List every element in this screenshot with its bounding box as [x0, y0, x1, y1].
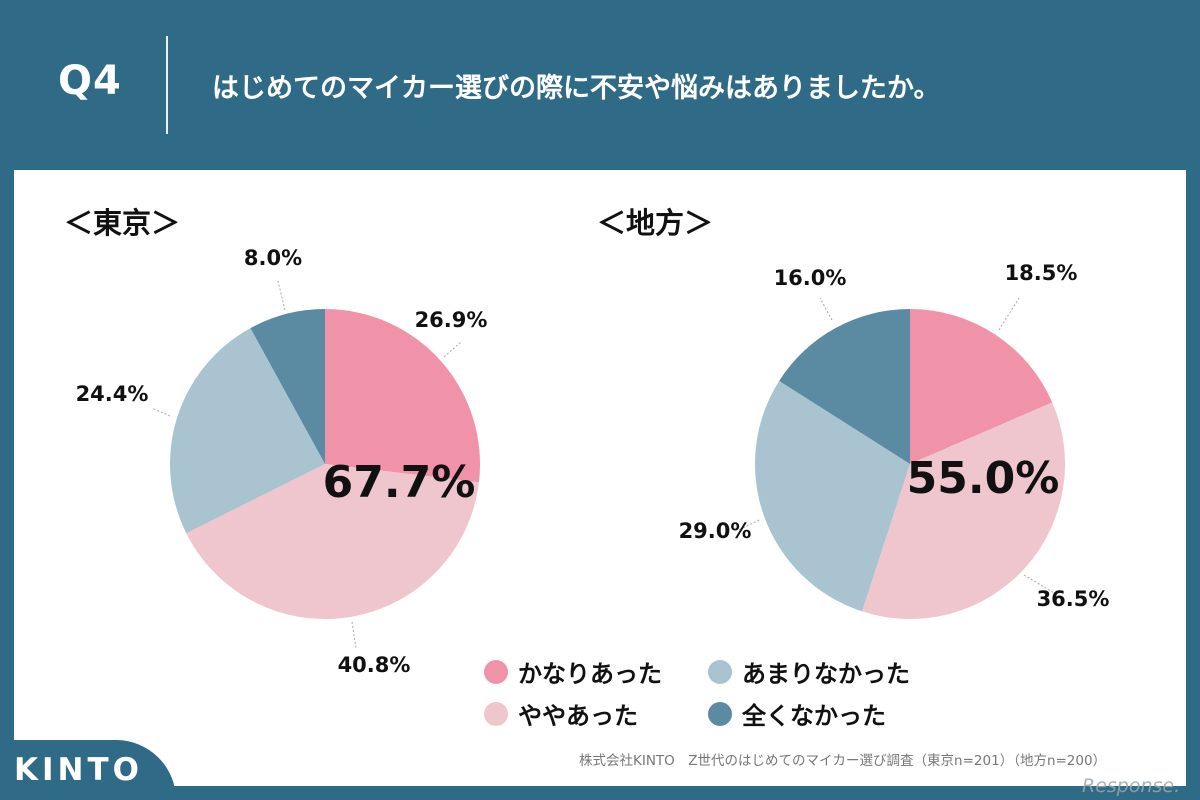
leader-line-chiho-mattaku	[819, 297, 833, 321]
data-label-tokyo-kanari: 26.9%	[415, 308, 488, 332]
legend-item-amari: あまりなかった	[708, 654, 910, 689]
pie-slice-chiho-kanari	[910, 309, 1053, 464]
header-divider	[166, 36, 168, 134]
data-label-chiho-yaya: 36.5%	[1037, 587, 1110, 611]
center-total-tokyo: 67.7%	[323, 457, 476, 508]
data-label-tokyo-mattaku: 8.0%	[244, 246, 302, 270]
source-note: 株式会社KINTO Z世代のはじめてのマイカー選び調査（東京n=201）（地方n…	[579, 753, 1107, 769]
question-text: はじめてのマイカー選びの際に不安や悩みはありましたか。	[212, 73, 941, 104]
leader-line-tokyo-kanari	[443, 341, 462, 358]
chart-title-chiho: ＜地方＞	[597, 206, 714, 240]
pie-slice-tokyo-amari	[169, 328, 325, 534]
legend-swatch-mattaku	[708, 701, 732, 726]
legend-item-mattaku: 全くなかった	[708, 696, 886, 731]
leader-line-chiho-yaya	[1023, 574, 1055, 594]
leader-line-tokyo-mattaku	[277, 280, 286, 311]
kinto-logo: KINTO	[14, 752, 143, 788]
legend: かなりあった あまりなかった ややあった 全くなかった	[484, 654, 964, 744]
pie-slice-tokyo-yaya	[186, 464, 479, 620]
legend-item-kanari: かなりあった	[484, 654, 662, 689]
leader-line-tokyo-yaya	[351, 621, 357, 649]
pie-slice-tokyo-mattaku	[250, 309, 325, 464]
pie-slice-chiho-amari	[755, 380, 910, 612]
chart-title-tokyo: ＜東京＞	[64, 206, 181, 240]
pie-slice-tokyo-kanari	[325, 309, 481, 483]
legend-swatch-kanari	[484, 659, 508, 684]
logo-tab	[0, 740, 176, 800]
data-label-chiho-mattaku: 16.0%	[774, 266, 847, 290]
data-label-chiho-kanari: 18.5%	[1005, 261, 1078, 285]
pie-charts: 26.9% 40.8% 24.4% 8.0% 67.7% 18.5% 36.5% 29.0% 1…	[76, 246, 1110, 677]
legend-swatch-yaya	[484, 701, 508, 726]
legend-label-kanari: かなりあった	[518, 660, 662, 688]
pie-slice-chiho-yaya	[862, 402, 1065, 619]
leader-line-tokyo-amari	[151, 407, 171, 417]
data-label-tokyo-yaya: 40.8%	[338, 653, 411, 677]
legend-label-yaya: ややあった	[518, 702, 638, 730]
center-total-chiho: 55.0%	[907, 453, 1060, 504]
legend-label-amari: あまりなかった	[742, 660, 910, 688]
watermark: Response.	[1082, 775, 1181, 797]
legend-item-yaya: ややあった	[484, 696, 638, 731]
question-number: Q4	[58, 58, 122, 104]
legend-label-mattaku: 全くなかった	[742, 702, 886, 730]
header-band: Q4 はじめてのマイカー選びの際に不安や悩みはありましたか。	[0, 0, 1200, 170]
legend-swatch-amari	[708, 659, 732, 684]
pie-slice-chiho-mattaku	[779, 309, 910, 464]
chart-panel: ＜東京＞ ＜地方＞ 26.9% 40.8% 24.4% 8.0% 67.7% 18.5% 3…	[14, 170, 1186, 786]
leader-line-chiho-kanari	[998, 297, 1020, 331]
data-label-tokyo-amari: 24.4%	[76, 382, 149, 406]
data-label-chiho-amari: 29.0%	[679, 519, 752, 543]
